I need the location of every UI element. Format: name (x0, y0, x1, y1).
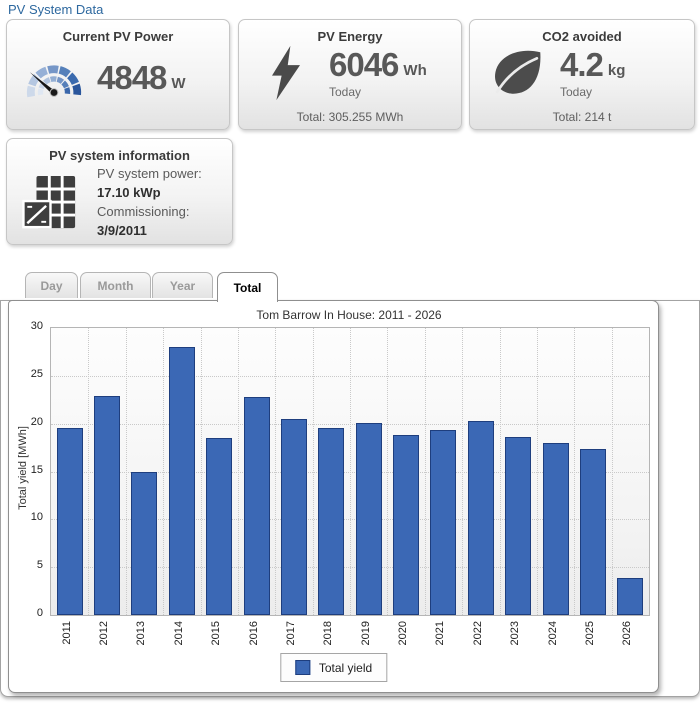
bar-2014[interactable] (168, 347, 195, 615)
pv-energy-unit: Wh (403, 61, 427, 79)
pv-energy-total: Total: 305.255 MWh (296, 110, 404, 124)
v-gridline (312, 328, 314, 615)
card-title: PV system information (49, 148, 190, 163)
current-power-unit: W (171, 74, 186, 92)
period-label: Today (560, 84, 593, 99)
x-tick-label: 2015 (210, 621, 223, 646)
card-title: PV Energy (317, 29, 383, 44)
v-gridline (387, 328, 389, 615)
card-current-pv-power: Current PV Power (6, 19, 230, 130)
v-gridline (499, 328, 501, 615)
bar-2025[interactable] (579, 448, 606, 615)
commissioning-label: Commissioning: (97, 204, 190, 219)
v-gridline (611, 328, 613, 615)
y-tick-label: 5 (36, 559, 43, 572)
v-gridline (424, 328, 426, 615)
y-tick-label: 0 (36, 607, 43, 619)
bar-2012[interactable] (94, 395, 121, 615)
bar-2017[interactable] (280, 418, 307, 615)
x-tick-label: 2020 (397, 621, 410, 646)
pv-system-power-label: PV system power: (97, 166, 202, 182)
x-tick-label: 2024 (546, 621, 559, 646)
bar-2020[interactable] (393, 435, 420, 615)
x-labels: 2011 2012 2013 2014 2015 2016 2017 2018 2019 2020… (50, 619, 648, 655)
x-tick-label: 2016 (247, 621, 260, 646)
bar-2021[interactable] (430, 430, 457, 615)
bar-2022[interactable] (467, 420, 494, 615)
v-gridline (536, 328, 538, 615)
solar-panel-icon (19, 175, 81, 231)
co2-total: Total: 214 t (552, 110, 612, 124)
x-tick-label: 2019 (359, 621, 372, 646)
bar-2019[interactable] (355, 422, 382, 615)
page-title[interactable]: PV System Data (8, 2, 104, 17)
bar-2011[interactable] (56, 427, 83, 615)
v-gridline (275, 328, 277, 615)
v-gridline (462, 328, 464, 615)
x-tick-label: 2022 (471, 621, 484, 646)
y-tick-label: 30 (30, 320, 43, 332)
tab-month[interactable]: Month (80, 272, 151, 298)
period-label: Today (329, 84, 362, 99)
card-title: CO2 avoided (542, 29, 622, 44)
leaf-icon (486, 48, 548, 98)
card-pv-system-information: PV system information PV system power: (6, 138, 233, 245)
lightning-icon (255, 45, 317, 101)
bar-2018[interactable] (318, 428, 345, 615)
bar-2026[interactable] (617, 577, 644, 615)
v-gridline (200, 328, 202, 615)
bar-2023[interactable] (505, 437, 532, 615)
x-tick-label: 2018 (322, 621, 335, 646)
v-gridline (125, 328, 127, 615)
tab-total[interactable]: Total (217, 272, 278, 302)
x-tick-label: 2013 (135, 621, 148, 646)
x-tick-label: 2012 (98, 621, 111, 646)
commissioning-value: 3/9/2011 (97, 222, 147, 238)
co2-value: 4.2 (560, 45, 604, 83)
legend-label: Total yield (318, 660, 373, 675)
y-tick-label: 20 (30, 415, 43, 428)
card-pv-energy: PV Energy 6046 Wh Today Total: 305.255 M… (238, 19, 462, 130)
x-tick-label: 2017 (284, 621, 297, 646)
chart-title: Tom Barrow In House: 2011 - 2026 (256, 308, 442, 322)
chart-panel: Tom Barrow In House: 2011 - 2026 Total y… (8, 300, 659, 693)
pv-system-power-value: 17.10 kWp (97, 185, 161, 201)
v-gridline (574, 328, 576, 615)
v-gridline (88, 328, 90, 615)
bar-2015[interactable] (206, 438, 233, 615)
plot-area (50, 327, 650, 616)
co2-unit: kg (607, 61, 626, 79)
x-tick-label: 2025 (583, 621, 596, 646)
y-ticks: 0 5 10 15 20 25 30 (9, 301, 46, 692)
v-gridline (163, 328, 165, 615)
bar-2024[interactable] (542, 442, 569, 615)
bar-2016[interactable] (243, 396, 270, 615)
card-co2-avoided: CO2 avoided 4.2 kg Today Total: 214 t (469, 19, 695, 130)
v-gridline (350, 328, 351, 615)
card-title: Current PV Power (62, 29, 174, 44)
x-tick-label: 2021 (434, 621, 447, 646)
pv-energy-value: 6046 (329, 45, 399, 83)
x-tick-label: 2026 (621, 621, 634, 646)
v-gridline (237, 328, 239, 615)
chart-legend: Total yield (279, 653, 388, 682)
legend-swatch (294, 660, 310, 675)
x-tick-label: 2023 (509, 621, 522, 646)
x-tick-label: 2014 (172, 621, 185, 646)
gauge-icon (23, 51, 85, 103)
tab-year[interactable]: Year (152, 272, 213, 298)
tab-day[interactable]: Day (25, 272, 78, 298)
bar-2013[interactable] (131, 471, 158, 615)
x-tick-label: 2011 (60, 621, 73, 645)
current-power-value: 4848 (97, 58, 167, 96)
y-tick-label: 10 (30, 511, 43, 524)
y-tick-label: 15 (30, 463, 43, 476)
y-tick-label: 25 (30, 367, 43, 380)
